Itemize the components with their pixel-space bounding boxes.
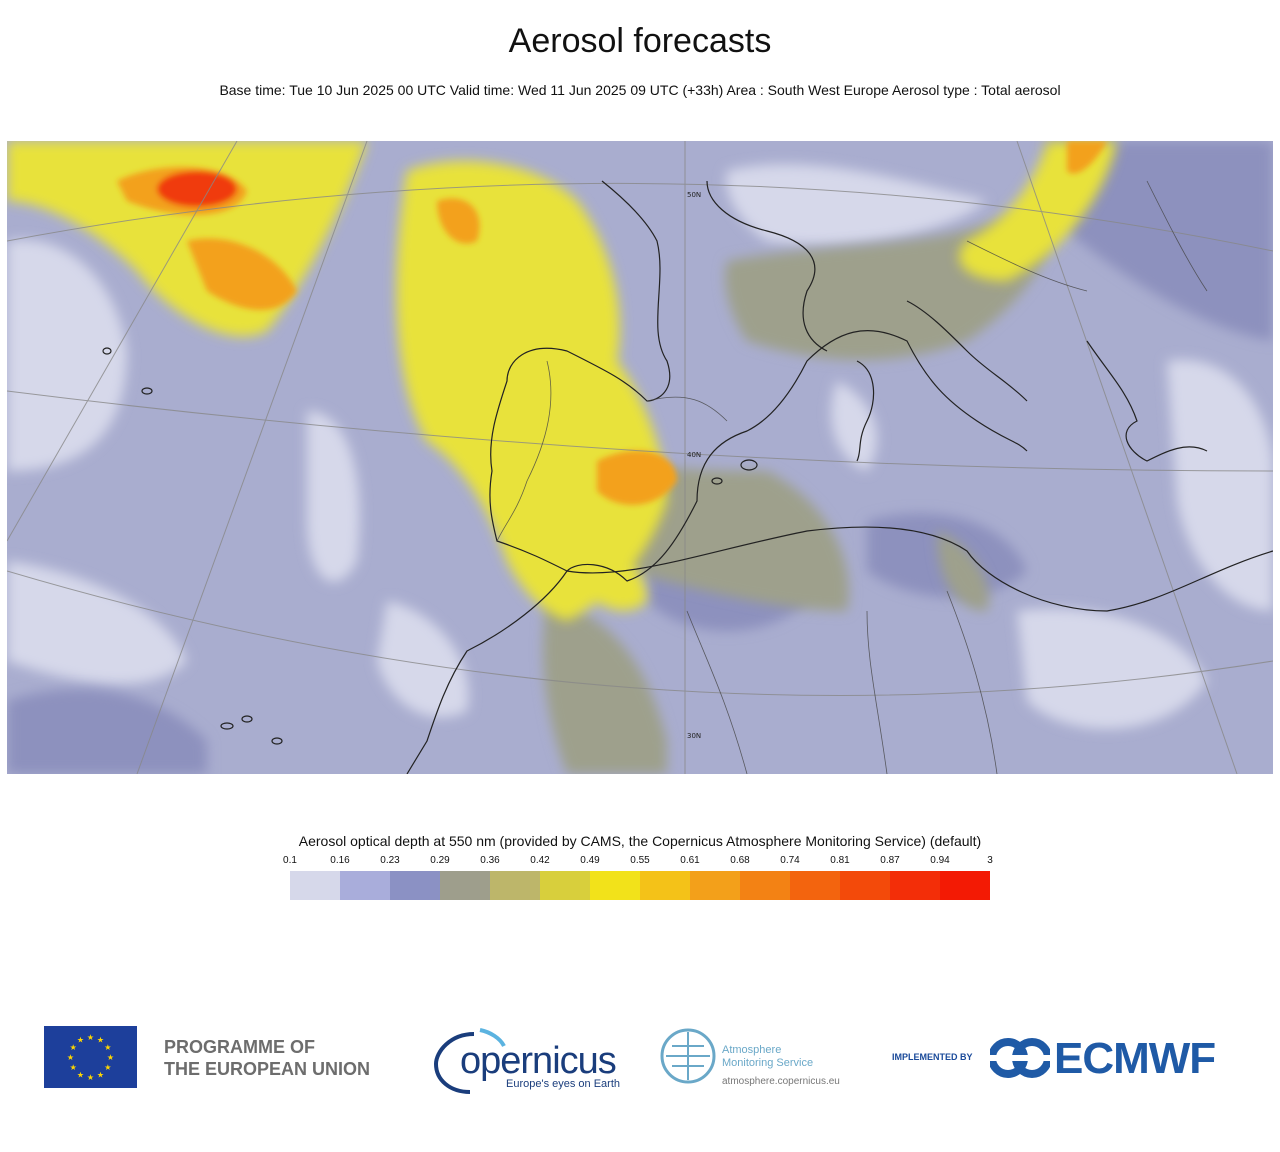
lat-label-30: 30N: [687, 732, 701, 740]
legend-tick-label: 0.87: [880, 855, 900, 866]
eu-star-icon: ★: [70, 1043, 77, 1052]
legend-title: Aerosol optical depth at 550 nm (provide…: [298, 833, 982, 849]
eu-star-icon: ★: [87, 1033, 94, 1042]
country-borders: [496, 180, 1208, 774]
eu-line-2: THE EUROPEAN UNION: [164, 1059, 371, 1079]
ams-line-1: Atmosphere: [722, 1044, 782, 1056]
forecast-subtitle: Base time: Tue 10 Jun 2025 00 UTC Valid …: [219, 82, 1061, 98]
legend-tick-label: 0.42: [530, 855, 550, 866]
eu-star-icon: ★: [87, 1073, 94, 1082]
ecmwf-wordmark: ECMWF: [1054, 1034, 1216, 1083]
copernicus-logo-icon: [433, 1028, 506, 1094]
legend-tick-label: 0.94: [930, 855, 950, 866]
legend-swatch: [940, 871, 990, 900]
ams-name: Atmosphere Monitoring Service: [722, 1044, 813, 1070]
ams-line-2: Monitoring Service: [722, 1057, 814, 1069]
eu-star-icon: ★: [97, 1036, 104, 1045]
eu-line-1: PROGRAMME OF: [164, 1037, 315, 1057]
eu-star-icon: ★: [67, 1053, 74, 1062]
legend-tick-label: 0.68: [730, 855, 750, 866]
legend-swatch: [690, 871, 740, 900]
eu-star-icon: ★: [107, 1053, 114, 1062]
lat-label-50: 50N: [687, 191, 701, 199]
atmosphere-globe-icon: [660, 1028, 716, 1084]
legend-tick-label: 3: [987, 855, 993, 866]
legend-tick-label: 0.23: [380, 855, 400, 866]
eu-star-icon: ★: [77, 1036, 84, 1045]
legend-tick-label: 0.74: [780, 855, 800, 866]
legend-swatch: [490, 871, 540, 900]
eu-star-icon: ★: [97, 1070, 104, 1079]
legend-tick-label: 0.1: [283, 855, 297, 866]
footer-logos: ★ ★ ★ ★ ★ ★ ★ ★ ★ ★ ★ ★ PROGRAMME OF THE EUROPEAN U…: [0, 1020, 1280, 1100]
legend-swatch: [290, 871, 340, 900]
copernicus-tagline: Europe's eyes on Earth: [506, 1078, 621, 1090]
legend-swatch: [790, 871, 840, 900]
legend-swatch: [740, 871, 790, 900]
low-aod-patches: [7, 164, 1273, 729]
legend-swatch: [440, 871, 490, 900]
legend-color-bar: [290, 871, 990, 900]
eu-star-icon: ★: [104, 1063, 111, 1072]
legend-swatch: [340, 871, 390, 900]
legend-tick-label: 0.29: [430, 855, 450, 866]
legend-ticks: 0.1 0.16 0.23 0.29 0.36 0.42 0.49 0.55 0.61 0.68 0…: [283, 855, 993, 869]
ams-url: atmosphere.copernicus.eu: [722, 1076, 840, 1087]
aerosol-map-canvas: 50N 40N 30N: [7, 141, 1273, 774]
eu-flag-icon: ★ ★ ★ ★ ★ ★ ★ ★ ★ ★ ★ ★: [44, 1026, 137, 1088]
legend-tick-label: 0.16: [330, 855, 350, 866]
legend-tick-label: 0.49: [580, 855, 600, 866]
eu-star-icon: ★: [70, 1063, 77, 1072]
legend-tick-label: 0.55: [630, 855, 650, 866]
ecmwf-logo-icon: [990, 1038, 1050, 1078]
graticule: [7, 141, 1273, 774]
implemented-by-label: IMPLEMENTED BY: [892, 1052, 973, 1062]
legend-swatch: [540, 871, 590, 900]
legend-tick-label: 0.36: [480, 855, 500, 866]
legend-swatch: [390, 871, 440, 900]
legend-tick-label: 0.61: [680, 855, 700, 866]
very-high-aod-cores: [117, 141, 1107, 505]
legend-swatch: [840, 871, 890, 900]
legend-swatch: [590, 871, 640, 900]
eu-star-icon: ★: [104, 1043, 111, 1052]
eu-star-icon: ★: [77, 1070, 84, 1079]
legend-swatch: [890, 871, 940, 900]
legend-tick-label: 0.81: [830, 855, 850, 866]
legend-swatch: [640, 871, 690, 900]
copernicus-wordmark: opernicus: [460, 1040, 617, 1082]
aerosol-map[interactable]: 50N 40N 30N: [7, 141, 1273, 774]
eu-programme-text: PROGRAMME OF THE EUROPEAN UNION: [164, 1036, 370, 1080]
page-title: Aerosol forecasts: [508, 22, 772, 60]
coastlines: [102, 180, 1273, 774]
lat-label-40: 40N: [687, 451, 701, 459]
